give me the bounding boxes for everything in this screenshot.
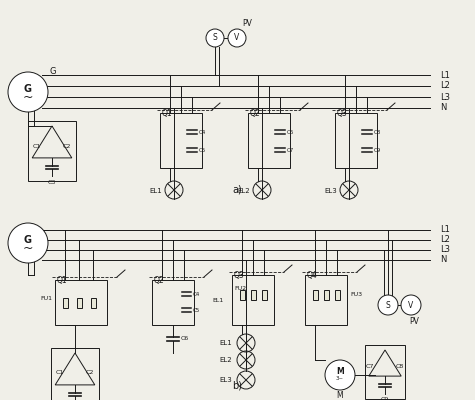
Text: EL1: EL1	[213, 298, 224, 302]
Text: ~: ~	[23, 242, 33, 254]
Text: EL2: EL2	[219, 357, 232, 363]
Text: C7: C7	[366, 364, 374, 368]
Text: Q1: Q1	[57, 276, 67, 285]
Circle shape	[8, 72, 48, 112]
Text: C3: C3	[48, 180, 56, 185]
Text: Q3: Q3	[234, 271, 245, 280]
Text: C1: C1	[56, 370, 64, 376]
Text: L1: L1	[440, 70, 450, 80]
Text: C6: C6	[287, 130, 294, 134]
Text: C2: C2	[86, 370, 95, 376]
Circle shape	[228, 29, 246, 47]
Text: EL3: EL3	[324, 188, 337, 194]
Text: S: S	[386, 300, 390, 310]
Text: L3: L3	[440, 246, 450, 254]
Text: C9: C9	[374, 148, 381, 152]
Text: G: G	[24, 84, 32, 94]
Text: C8: C8	[374, 130, 381, 134]
Text: Q1: Q1	[162, 109, 172, 118]
Circle shape	[325, 360, 355, 390]
Text: ~: ~	[23, 90, 33, 104]
Text: L3: L3	[440, 92, 450, 102]
Text: M: M	[337, 390, 343, 400]
Text: EL1: EL1	[149, 188, 162, 194]
Text: N: N	[440, 104, 446, 112]
FancyBboxPatch shape	[76, 298, 82, 308]
Circle shape	[206, 29, 224, 47]
Text: C4: C4	[193, 292, 200, 296]
Text: L2: L2	[440, 82, 450, 90]
FancyBboxPatch shape	[250, 290, 256, 300]
Text: FU2: FU2	[234, 286, 246, 292]
Text: M: M	[336, 368, 344, 376]
Text: C6: C6	[181, 336, 189, 342]
Circle shape	[401, 295, 421, 315]
FancyBboxPatch shape	[91, 298, 95, 308]
Text: FU1: FU1	[40, 296, 52, 300]
Text: L1: L1	[440, 226, 450, 234]
FancyBboxPatch shape	[262, 290, 266, 300]
Text: Q4: Q4	[307, 271, 318, 280]
Text: FU3: FU3	[350, 292, 362, 298]
Text: C9: C9	[381, 397, 389, 400]
Text: EL1: EL1	[219, 340, 232, 346]
Text: b): b)	[232, 380, 242, 390]
FancyBboxPatch shape	[323, 290, 329, 300]
Text: V: V	[234, 34, 239, 42]
Text: a): a)	[232, 185, 242, 195]
FancyBboxPatch shape	[239, 290, 245, 300]
Text: C7: C7	[287, 148, 294, 152]
Text: EL2: EL2	[238, 188, 250, 194]
FancyBboxPatch shape	[334, 290, 340, 300]
Text: C1: C1	[33, 144, 41, 148]
FancyBboxPatch shape	[313, 290, 317, 300]
Text: C5: C5	[199, 148, 206, 152]
Text: C4: C4	[199, 130, 206, 134]
Text: C5: C5	[193, 308, 200, 312]
Text: G: G	[50, 68, 57, 76]
Text: 3~: 3~	[336, 376, 344, 382]
Text: C2: C2	[63, 144, 71, 148]
Text: PV: PV	[242, 20, 252, 28]
Text: Q2: Q2	[154, 276, 165, 285]
Text: V: V	[408, 300, 414, 310]
Text: Q3: Q3	[337, 109, 348, 118]
Text: G: G	[24, 235, 32, 245]
Circle shape	[8, 223, 48, 263]
Text: EL3: EL3	[219, 377, 232, 383]
Text: PV: PV	[409, 316, 419, 326]
Text: Q2: Q2	[250, 109, 261, 118]
Circle shape	[378, 295, 398, 315]
Text: S: S	[213, 34, 218, 42]
Text: L2: L2	[440, 236, 450, 244]
FancyBboxPatch shape	[63, 298, 67, 308]
Text: C8: C8	[396, 364, 404, 368]
Text: N: N	[440, 256, 446, 264]
